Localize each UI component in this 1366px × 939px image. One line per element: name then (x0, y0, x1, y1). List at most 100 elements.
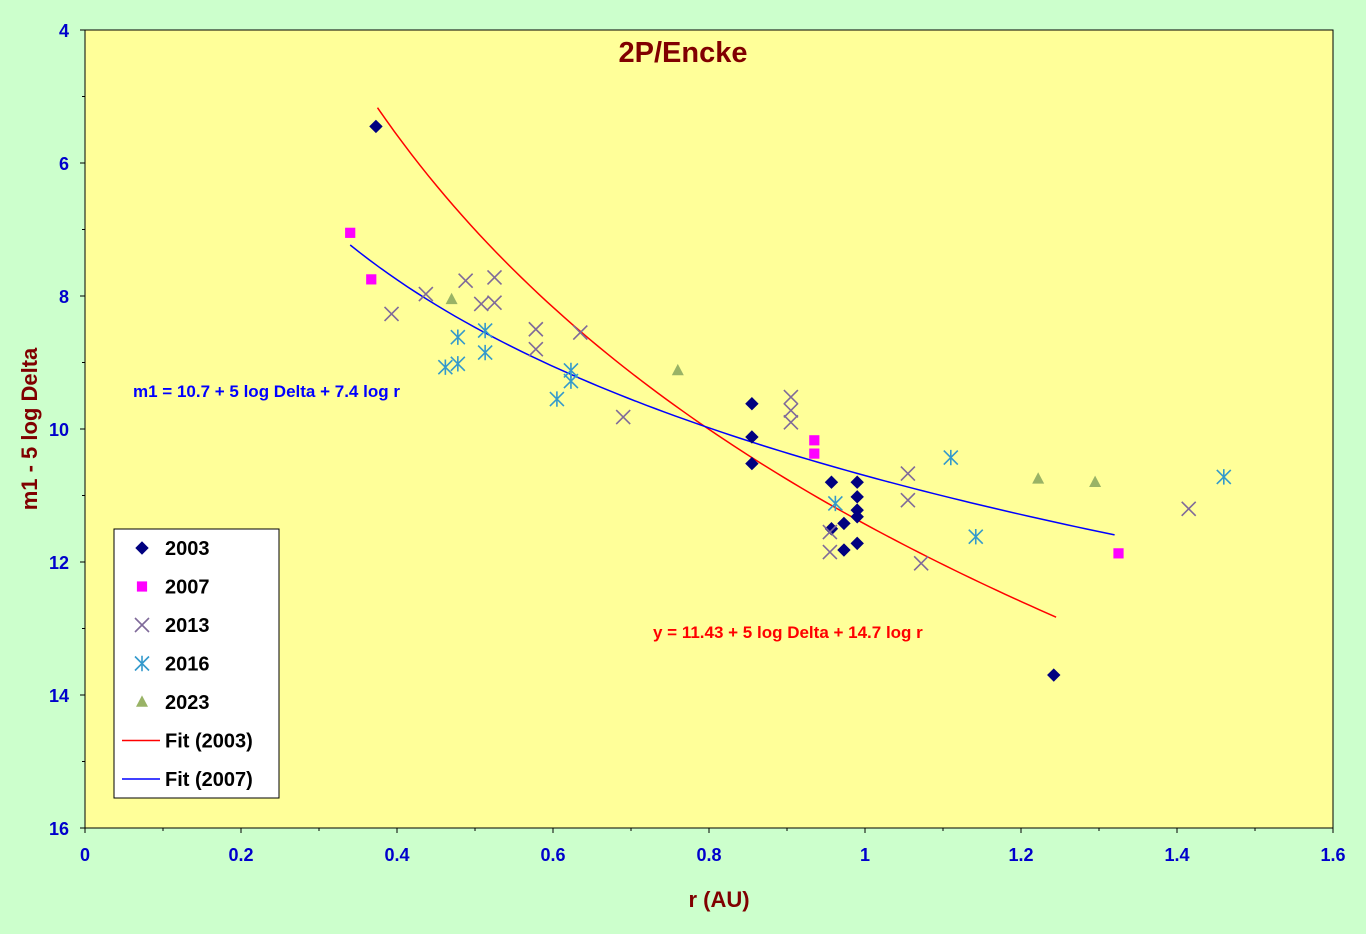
legend-item: 2007 (136, 577, 210, 599)
data-points (345, 119, 1232, 682)
data-point-2013 (528, 341, 544, 357)
data-point-2003 (850, 510, 864, 524)
data-point-2013 (473, 296, 489, 312)
y-tick-label: 6 (59, 154, 69, 174)
y-tick-label: 14 (49, 686, 69, 706)
y-tick-label: 8 (59, 287, 69, 307)
data-point-2013 (572, 325, 588, 341)
series-2013 (383, 269, 1197, 571)
data-point-2003 (837, 543, 851, 557)
data-point-2003 (745, 397, 759, 411)
data-point-2016 (477, 344, 493, 361)
legend-label: Fit (2007) (165, 769, 253, 791)
x-tick-label: 0 (80, 845, 90, 865)
legend-label: 2003 (165, 538, 210, 560)
data-point-2013 (913, 555, 929, 571)
legend-item: Fit (2007) (122, 769, 253, 791)
data-point-2016 (827, 495, 843, 512)
x-tick-label: 0.2 (228, 845, 253, 865)
data-point-2013 (383, 306, 400, 322)
data-point-2013 (458, 273, 474, 289)
y-tick-label: 16 (49, 819, 69, 839)
data-point-2013 (783, 414, 799, 430)
series-2003 (369, 119, 1061, 682)
series-2016 (437, 322, 1232, 545)
legend-marker-2016 (134, 655, 150, 672)
data-point-2003 (824, 475, 839, 489)
series-2007 (345, 227, 1124, 559)
data-point-2007 (809, 435, 820, 446)
data-point-2016 (437, 359, 453, 375)
y-axis-label: m1 - 5 log Delta (17, 347, 42, 510)
data-point-2016 (563, 373, 579, 389)
data-point-2013 (822, 524, 838, 540)
legend-item: 2016 (134, 654, 210, 676)
series-2023 (445, 292, 1102, 487)
data-point-2013 (615, 409, 631, 425)
chart-title: 2P/Encke (619, 37, 748, 69)
legend-item: 2013 (134, 615, 210, 637)
legend-item: Fit (2003) (122, 731, 253, 753)
y-axis-ticks: 4 6 8 10 12 14 16 (49, 21, 85, 839)
x-tick-label: 1.2 (1008, 845, 1033, 865)
x-tick-label: 0.4 (384, 845, 409, 865)
data-point-2023 (671, 363, 684, 376)
fit-2003-equation: y = 11.43 + 5 log Delta + 14.7 log r (653, 623, 923, 642)
data-point-2016 (450, 356, 466, 372)
data-point-2016 (549, 391, 565, 407)
fit-line-2007 (349, 244, 1115, 536)
fit-line-2003 (376, 107, 1057, 618)
data-point-2007 (345, 227, 356, 238)
data-point-2016 (477, 322, 493, 339)
legend-label: 2023 (165, 692, 210, 714)
data-point-2003 (1047, 668, 1061, 682)
legend-item: 2023 (136, 692, 210, 714)
data-point-2013 (900, 492, 916, 508)
x-tick-label: 1.4 (1164, 845, 1189, 865)
fit-2007-equation: m1 = 10.7 + 5 log Delta + 7.4 log r (133, 382, 400, 401)
fit-lines (349, 107, 1115, 618)
legend-label: 2016 (165, 654, 210, 676)
data-point-2007 (809, 448, 820, 459)
data-point-2023 (1032, 472, 1045, 484)
y-tick-label: 12 (49, 553, 69, 573)
data-point-2007 (1113, 548, 1124, 559)
data-point-2003 (850, 490, 864, 504)
data-point-2016 (450, 329, 466, 345)
data-point-2013 (900, 465, 916, 482)
axes: 0 0.2 0.4 0.6 0.8 1 1.2 1.4 1.6 4 6 8 10 12 14 16 (49, 21, 1346, 865)
data-point-2013 (822, 544, 838, 560)
data-point-2023 (1089, 475, 1102, 487)
data-point-2003 (745, 456, 759, 471)
data-point-2007 (366, 274, 377, 285)
legend-label: 2007 (165, 577, 210, 599)
data-point-2013 (486, 269, 503, 285)
data-point-2003 (850, 536, 864, 551)
data-point-2013 (486, 295, 503, 311)
legend-marker-2013 (134, 617, 150, 633)
data-point-2013 (783, 402, 799, 418)
data-point-2016 (943, 449, 959, 466)
x-axis-label: r (AU) (688, 887, 749, 912)
y-tick-label: 10 (49, 420, 69, 440)
legend: 2003 2007 2013 2016 2023 Fit (2003) Fit (2007) (113, 528, 280, 799)
data-point-2013 (418, 286, 434, 302)
legend-item: 2003 (135, 538, 210, 560)
x-tick-label: 1 (860, 845, 870, 865)
x-tick-label: 1.6 (1320, 845, 1345, 865)
data-point-2003 (745, 430, 759, 444)
y-tick-label: 4 (59, 21, 69, 41)
legend-marker-2003 (135, 541, 149, 555)
data-point-2023 (445, 292, 458, 305)
data-point-2013 (783, 389, 799, 405)
legend-marker-2023 (136, 695, 148, 707)
data-point-2013 (1181, 501, 1197, 517)
legend-label: 2013 (165, 615, 210, 637)
legend-label: Fit (2003) (165, 731, 253, 753)
x-axis-ticks: 0 0.2 0.4 0.6 0.8 1 1.2 1.4 1.6 (80, 828, 1346, 865)
data-point-2003 (369, 119, 383, 134)
data-point-2016 (1216, 469, 1232, 485)
data-point-2003 (837, 516, 851, 531)
